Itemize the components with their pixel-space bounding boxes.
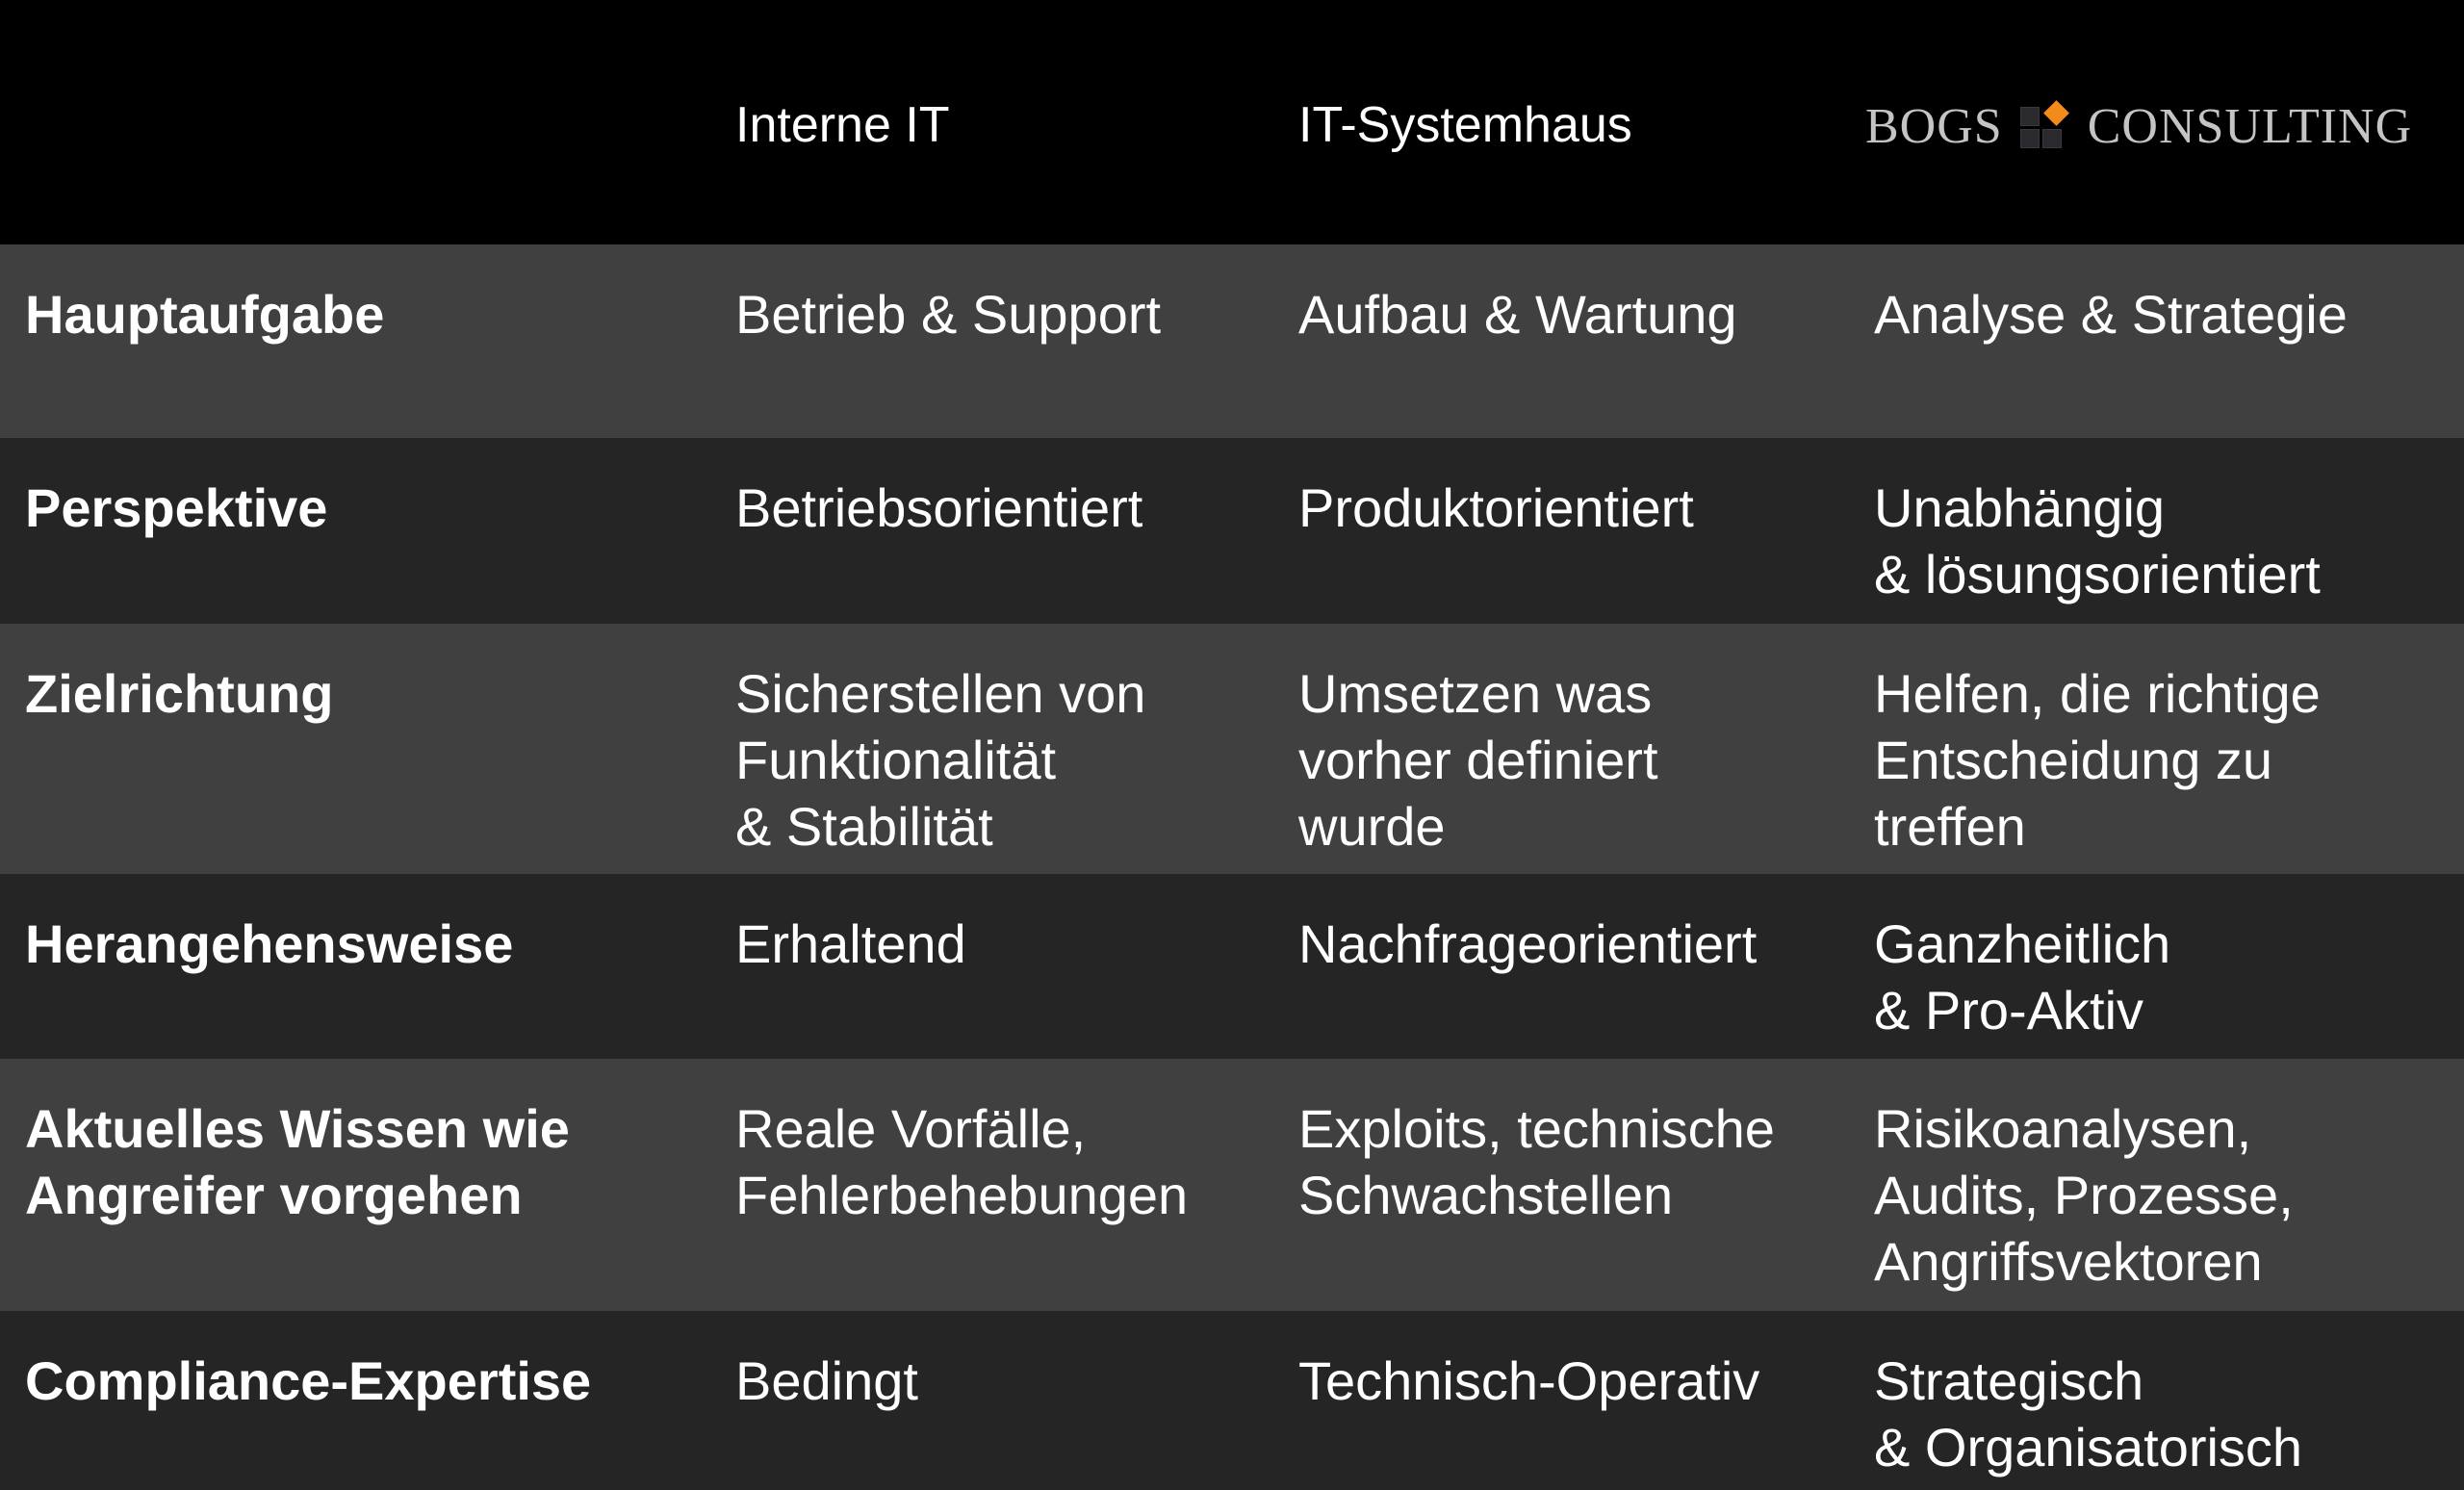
- table-row-perspektive: Perspektive Betriebsorientiert Produktor…: [0, 438, 2464, 624]
- table-row-compliance-expertise: Compliance-Expertise Bedingt Technisch-O…: [0, 1311, 2464, 1490]
- cell-interne-it: Betrieb & Support: [735, 284, 1162, 345]
- cell-bogs-consulting: Ganzheitlich & Pro-Aktiv: [1874, 913, 2171, 1040]
- cell-bogs-consulting: Helfen, die richtige Entscheidung zu tre…: [1874, 663, 2321, 857]
- table-header: Interne IT IT-Systemhaus BOGS CONSULTING: [0, 0, 2464, 244]
- cell-bogs-consulting: Unabhängig & lösungsorientiert: [1874, 477, 2321, 604]
- table-row-zielrichtung: Zielrichtung Sicherstellen von Funktiona…: [0, 624, 2464, 874]
- cell-bogs-consulting: Strategisch & Organisatorisch: [1874, 1350, 2303, 1477]
- column-header-it-systemhaus: IT-Systemhaus: [1298, 97, 1632, 153]
- cell-interne-it: Erhaltend: [735, 913, 966, 974]
- logo-squares-diamond-icon: [2019, 100, 2070, 151]
- cell-interne-it: Reale Vorfälle, Fehlerbehebungen: [735, 1098, 1189, 1225]
- row-label: Zielrichtung: [25, 663, 334, 724]
- row-label: Hauptaufgabe: [25, 284, 385, 345]
- row-label: Herangehensweise: [25, 913, 514, 974]
- cell-bogs-consulting: Risikoanalysen, Audits, Prozesse, Angrif…: [1874, 1098, 2294, 1292]
- cell-interne-it: Sicherstellen von Funktionalität & Stabi…: [735, 663, 1146, 857]
- column-header-interne-it: Interne IT: [735, 97, 950, 153]
- row-label: Aktuelles Wissen wie Angreifer vorgehen: [25, 1098, 570, 1225]
- logo-word-bogs: BOGS: [1865, 98, 2003, 154]
- cell-interne-it: Betriebsorientiert: [735, 477, 1143, 538]
- cell-it-systemhaus: Umsetzen was vorher definiert wurde: [1298, 663, 1658, 857]
- cell-interne-it: Bedingt: [735, 1350, 918, 1411]
- cell-bogs-consulting: Analyse & Strategie: [1874, 284, 2348, 345]
- cell-it-systemhaus: Produktorientiert: [1298, 477, 1694, 538]
- table-row-herangehensweise: Herangehensweise Erhaltend Nachfrageorie…: [0, 874, 2464, 1059]
- cell-it-systemhaus: Technisch-Operativ: [1298, 1350, 1760, 1411]
- table-row-hauptaufgabe: Hauptaufgabe Betrieb & Support Aufbau & …: [0, 244, 2464, 438]
- cell-it-systemhaus: Aufbau & Wartung: [1298, 284, 1737, 345]
- row-label: Perspektive: [25, 477, 328, 538]
- cell-it-systemhaus: Exploits, technische Schwachstellen: [1298, 1098, 1775, 1225]
- cell-it-systemhaus: Nachfrageorientiert: [1298, 913, 1758, 974]
- bogs-consulting-logo: BOGS CONSULTING: [1865, 92, 2412, 160]
- logo-word-consulting: CONSULTING: [2087, 98, 2413, 154]
- row-label: Compliance-Expertise: [25, 1350, 592, 1411]
- table-row-aktuelles-wissen: Aktuelles Wissen wie Angreifer vorgehen …: [0, 1059, 2464, 1311]
